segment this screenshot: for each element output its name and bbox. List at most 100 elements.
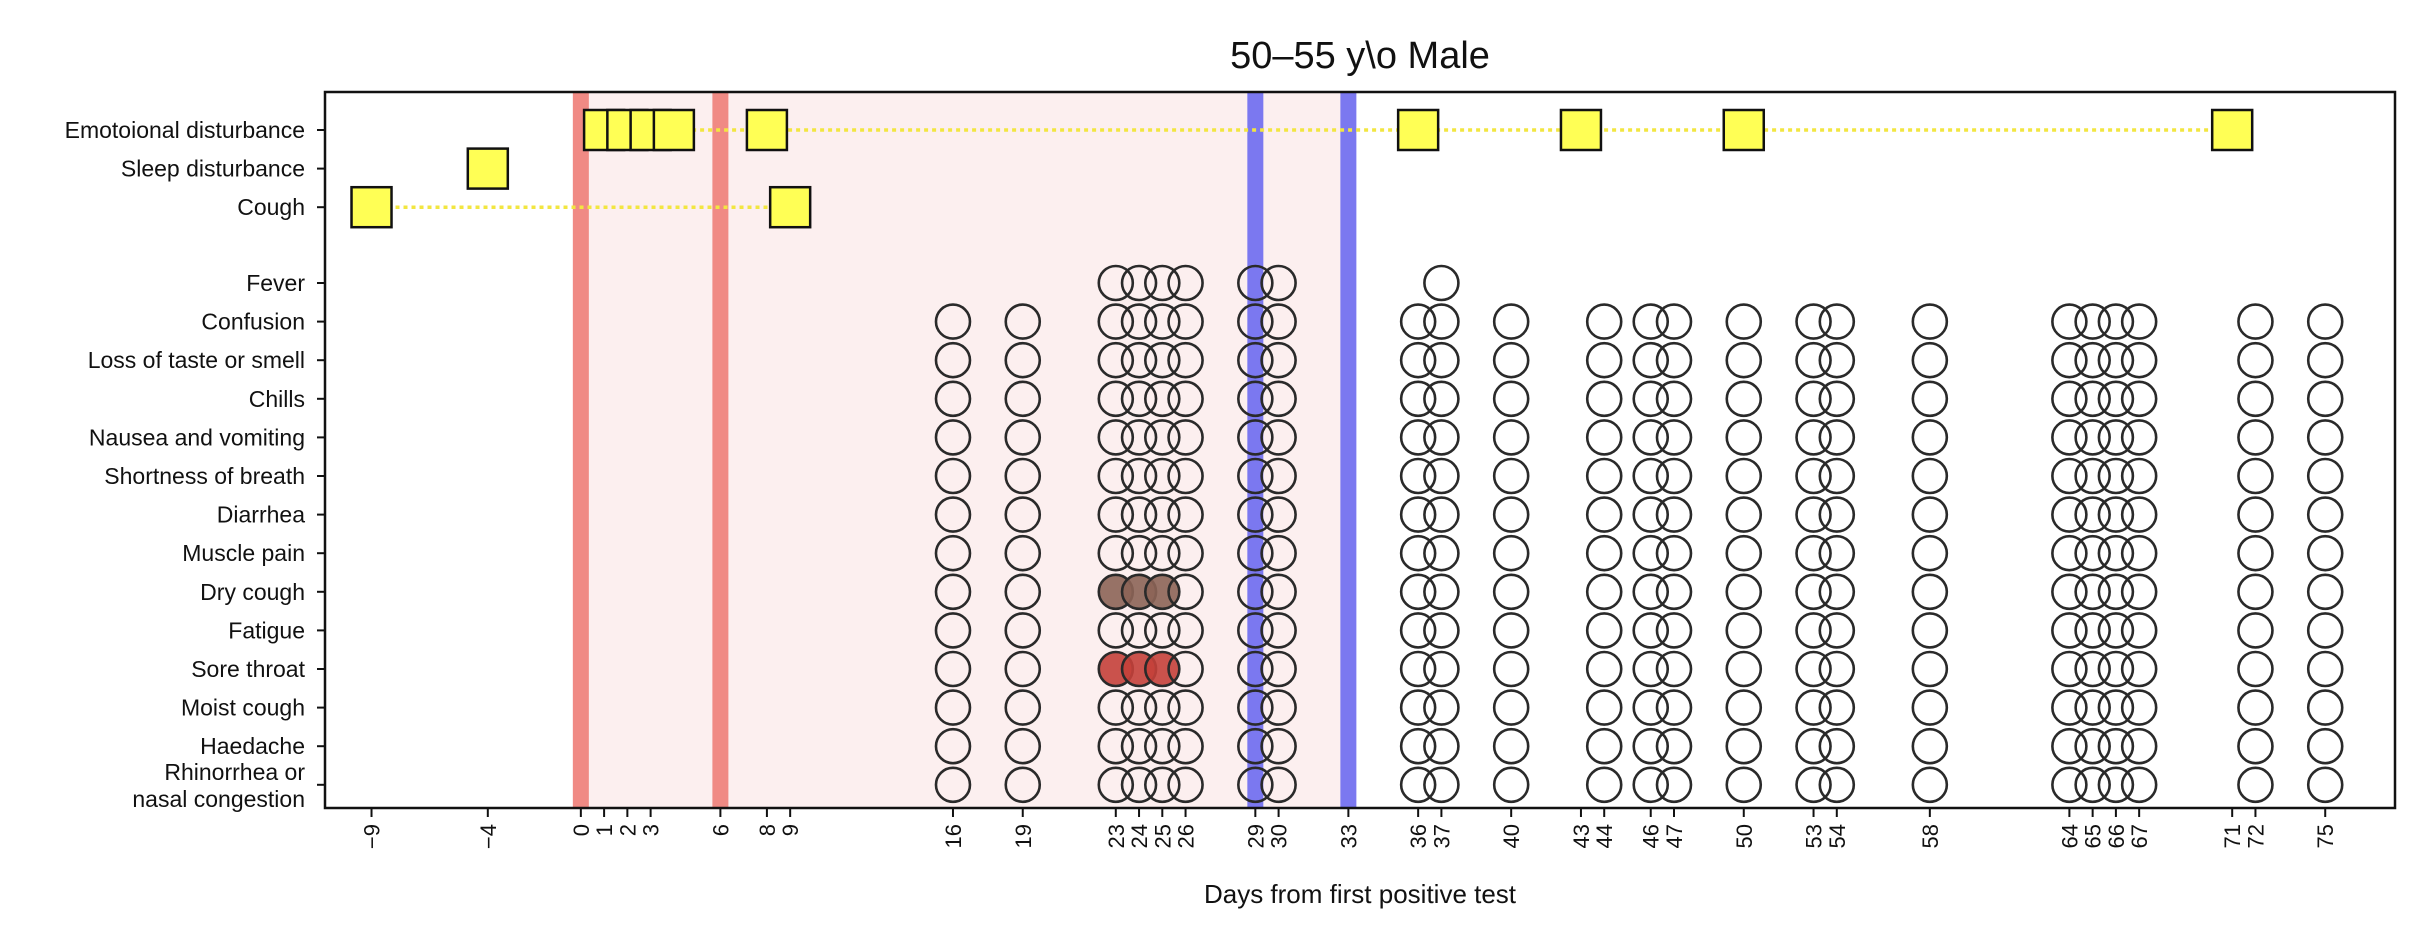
survey-point-chills bbox=[1167, 380, 1204, 418]
x-tick-label: −9 bbox=[360, 824, 385, 849]
survey-point-chills bbox=[1144, 380, 1181, 418]
survey-point-rhinorrhea-or-nasal-congestion bbox=[1492, 766, 1530, 804]
survey-point-nausea-and-vomiting bbox=[2051, 419, 2088, 456]
survey-point-moist-cough bbox=[1818, 689, 1856, 726]
survey-point-fever bbox=[1097, 264, 1135, 302]
survey-point-confusion bbox=[1237, 303, 1274, 340]
survey-point-dry-cough bbox=[1260, 573, 1297, 611]
x-tick-label: 54 bbox=[1825, 824, 1850, 848]
survey-point-haedache bbox=[2097, 727, 2135, 765]
survey-point-rhinorrhea-or-nasal-congestion bbox=[1144, 766, 1181, 804]
survey-point-haedache bbox=[1795, 727, 1832, 765]
survey-point-fatigue bbox=[1655, 612, 1693, 649]
survey-point-shortness-of-breath bbox=[1167, 457, 1204, 495]
survey-point-rhinorrhea-or-nasal-congestion bbox=[1399, 766, 1437, 804]
survey-point-shortness-of-breath bbox=[1655, 457, 1693, 495]
survey-point-confusion bbox=[1120, 303, 1158, 340]
x-tick-label: 71 bbox=[2220, 824, 2245, 848]
survey-point-moist-cough bbox=[2237, 689, 2274, 726]
survey-point-muscle-pain bbox=[1004, 534, 1042, 572]
survey-point-moist-cough bbox=[2074, 689, 2111, 726]
survey-point-chills bbox=[1585, 380, 1623, 418]
survey-point-nausea-and-vomiting bbox=[1655, 419, 1693, 456]
survey-point-rhinorrhea-or-nasal-congestion bbox=[1585, 766, 1623, 804]
survey-point-moist-cough bbox=[1423, 689, 1460, 726]
survey-point-shortness-of-breath bbox=[1585, 457, 1623, 495]
survey-point-haedache bbox=[1120, 727, 1158, 765]
survey-point-confusion bbox=[2097, 303, 2135, 340]
survey-point-chills bbox=[1097, 380, 1135, 418]
y-tick-label-nausea-and-vomiting: Nausea and vomiting bbox=[89, 424, 305, 450]
survey-point-confusion bbox=[1585, 303, 1623, 340]
survey-point-fatigue bbox=[934, 612, 972, 649]
x-tick-label: 0 bbox=[569, 824, 594, 836]
survey-point-sore-throat bbox=[1492, 650, 1530, 688]
survey-point-sore-throat bbox=[1725, 650, 1763, 688]
survey-point-sore-throat bbox=[1167, 650, 1204, 688]
survey-point-fatigue bbox=[1097, 612, 1135, 649]
survey-point-rhinorrhea-or-nasal-congestion bbox=[2120, 766, 2158, 804]
survey-point-muscle-pain bbox=[2120, 534, 2158, 572]
x-tick-label: 25 bbox=[1150, 824, 1175, 848]
survey-point-confusion bbox=[2237, 303, 2274, 340]
survey-point-dry-cough bbox=[1585, 573, 1623, 611]
y-tick-label-muscle-pain: Muscle pain bbox=[182, 540, 305, 566]
survey-point-diarrhea bbox=[2051, 496, 2088, 533]
survey-point-diarrhea bbox=[1655, 496, 1693, 533]
survey-point-diarrhea bbox=[1260, 496, 1297, 533]
survey-point-muscle-pain bbox=[1120, 534, 1158, 572]
survey-point-confusion bbox=[1399, 303, 1437, 340]
x-tick-label: 46 bbox=[1639, 824, 1664, 848]
survey-point-chills bbox=[1911, 380, 1949, 418]
survey-point-sore-throat bbox=[1399, 650, 1437, 688]
y-tick-label-emotoional-disturbance: Emotoional disturbance bbox=[65, 117, 305, 143]
survey-point-fever bbox=[1167, 264, 1204, 302]
survey-point-diarrhea bbox=[1585, 496, 1623, 533]
survey-point-rhinorrhea-or-nasal-congestion bbox=[2074, 766, 2111, 804]
survey-point-shortness-of-breath bbox=[1492, 457, 1530, 495]
y-axis-labels: Emotoional disturbance Sleep disturbance C… bbox=[65, 117, 325, 812]
survey-point-confusion bbox=[1260, 303, 1297, 340]
y-tick-label-loss-of-taste-or-smell: Loss of taste or smell bbox=[88, 347, 305, 373]
survey-point-loss-of-taste-or-smell bbox=[2120, 341, 2158, 379]
survey-point-haedache bbox=[1004, 727, 1042, 765]
survey-point-rhinorrhea-or-nasal-congestion bbox=[1097, 766, 1135, 804]
report-square-cough bbox=[350, 185, 393, 229]
survey-point-loss-of-taste-or-smell bbox=[2051, 341, 2088, 379]
x-tick-label: 23 bbox=[1104, 824, 1129, 848]
survey-point-shortness-of-breath bbox=[2074, 457, 2111, 495]
survey-point-shortness-of-breath bbox=[2237, 457, 2274, 495]
survey-point-sore-throat bbox=[2306, 650, 2344, 688]
survey-point-muscle-pain bbox=[1144, 534, 1181, 572]
y-tick-label-chills: Chills bbox=[249, 386, 305, 412]
x-tick-label: 64 bbox=[2057, 824, 2082, 848]
survey-point-sore-throat bbox=[1655, 650, 1693, 688]
y-tick-label-sleep-disturbance: Sleep disturbance bbox=[121, 156, 305, 182]
x-tick-label: 19 bbox=[1011, 824, 1036, 848]
x-tick-label: 24 bbox=[1127, 824, 1152, 848]
survey-point-shortness-of-breath bbox=[2097, 457, 2135, 495]
survey-point-nausea-and-vomiting bbox=[1585, 419, 1623, 456]
survey-point-chills bbox=[1260, 380, 1297, 418]
report-square-emotoional-disturbance bbox=[652, 108, 696, 152]
survey-point-muscle-pain bbox=[2051, 534, 2088, 572]
survey-point-confusion bbox=[1144, 303, 1181, 340]
x-tick-label: 3 bbox=[639, 824, 664, 836]
y-tick-label-fatigue: Fatigue bbox=[228, 617, 305, 643]
survey-point-loss-of-taste-or-smell bbox=[2306, 341, 2344, 379]
x-tick-label: 33 bbox=[1336, 824, 1361, 848]
survey-point-haedache bbox=[1725, 727, 1763, 765]
survey-point-loss-of-taste-or-smell bbox=[2097, 341, 2135, 379]
survey-point-haedache bbox=[934, 727, 972, 765]
survey-point-loss-of-taste-or-smell bbox=[1585, 341, 1623, 379]
survey-point-dry-cough bbox=[1492, 573, 1530, 611]
survey-point-chills bbox=[2237, 380, 2274, 418]
survey-point-loss-of-taste-or-smell bbox=[1655, 341, 1693, 379]
x-tick-label: 50 bbox=[1732, 824, 1757, 848]
survey-point-shortness-of-breath bbox=[2306, 457, 2344, 495]
survey-point-diarrhea bbox=[934, 496, 972, 533]
survey-point-fatigue bbox=[1237, 612, 1274, 649]
survey-point-chills bbox=[2051, 380, 2088, 418]
